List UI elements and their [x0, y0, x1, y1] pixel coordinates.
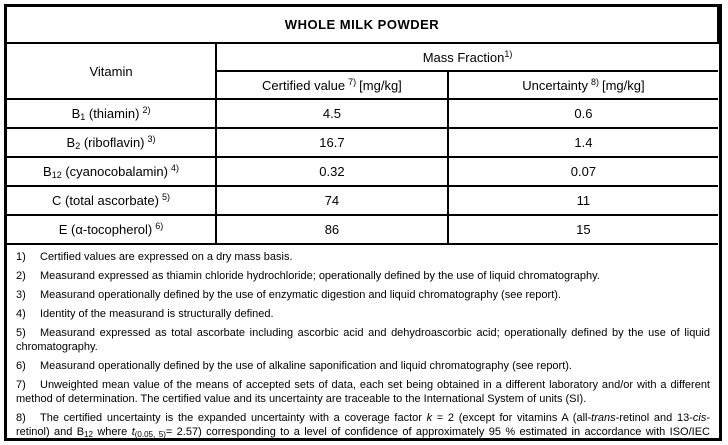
footnote-text: Certified values are expressed on a dry …: [40, 251, 293, 263]
footnote-number: 4): [16, 308, 26, 320]
certified-value-e: 86: [216, 215, 449, 245]
vitamin-common-name: (thiamin): [85, 106, 140, 121]
footnote-8: 8) The certified uncertainty is the expan…: [16, 411, 710, 439]
footnote-text-segment: = 2.57) corresponding to a level of conf…: [165, 426, 710, 438]
uncertainty-value-e: 15: [447, 215, 718, 245]
footnote-text-segment: -retinol and 13-: [615, 412, 693, 424]
footnote-number: 6): [16, 360, 26, 372]
vitamin-common-name: (cyanocobalamin): [61, 164, 168, 179]
vitamin-header-label: Vitamin: [89, 63, 133, 79]
certified-value-c: 74: [216, 186, 449, 216]
footnote-text: Measurand expressed as thiamin chloride …: [40, 270, 600, 282]
vitamin-footnote-mark: 4): [170, 163, 179, 173]
footnote-7: 7) Unweighted mean value of the means of …: [16, 378, 710, 406]
vitamin-common-name: (total ascorbate): [61, 193, 159, 208]
vitamin-name-b2: B2 (riboflavin) 3): [7, 128, 218, 158]
header-row-2: Certified value 7) [mg/kg] Uncertainty 8) [m…: [7, 71, 718, 100]
vitamin-symbol: B: [71, 106, 81, 121]
vitamin-footnote-mark: 3): [147, 134, 156, 144]
b12-subscript: 12: [84, 430, 93, 439]
table-row-c: C (total ascorbate) 5) 74 11: [7, 186, 718, 216]
uncertainty-value-b2: 1.4: [447, 128, 718, 158]
header-row-1: Vitamin Mass Fraction1): [7, 43, 718, 100]
vitamin-name-b12: B12 (cyanocobalamin) 4): [7, 157, 218, 187]
certificate-frame: WHOLE MILK POWDER Vitamin Mass Fraction1…: [4, 4, 722, 441]
table-row-b12: B12 (cyanocobalamin) 4) 0.32 0.07: [7, 157, 718, 187]
vitamin-symbol: B: [43, 164, 52, 179]
table-row-e: E (α-tocopherol) 6) 86 15: [7, 215, 718, 245]
footnote-text-segment: = 2 (except for vitamins A (all-: [432, 412, 592, 424]
table-row-b2: B2 (riboflavin) 3) 16.7 1.4: [7, 128, 718, 158]
footnote-3: 3) Measurand operationally defined by the…: [16, 288, 710, 302]
certified-value-label: Certified value: [262, 78, 346, 93]
certified-value-b2: 16.7: [216, 128, 449, 158]
t-statistic-symbol: t: [131, 426, 135, 438]
uncertainty-unit: [mg/kg]: [601, 78, 645, 93]
footnote-text-segment: -retinol) and B: [16, 412, 710, 438]
footnote-text: Identity of the measurand is structurall…: [40, 308, 274, 320]
footnote-4: 4) Identity of the measurand is structura…: [16, 307, 710, 321]
column-header-uncertainty: Uncertainty 8) [mg/kg]: [447, 71, 718, 100]
trans-italic: trans: [591, 412, 616, 424]
coverage-factor-k: k: [426, 412, 433, 424]
footnote-text: Measurand expressed as total ascorbate i…: [16, 327, 710, 353]
vitamin-symbol: B: [66, 135, 76, 150]
uncertainty-footnote-mark: 8): [590, 77, 599, 87]
vitamin-table: WHOLE MILK POWDER Vitamin Mass Fraction1…: [7, 7, 719, 245]
vitamin-subscript: 2: [75, 141, 81, 151]
footnote-2: 2) Measurand expressed as thiamin chlorid…: [16, 269, 710, 283]
vitamin-common-name: (α-tocopherol): [67, 222, 153, 237]
footnote-text-segment: The certified uncertainty is the expande…: [40, 412, 427, 424]
footnote-number: 1): [16, 251, 26, 263]
column-header-mass-fraction: Mass Fraction1): [216, 43, 718, 72]
uncertainty-label: Uncertainty: [522, 78, 588, 93]
vitamin-subscript: 12: [51, 170, 62, 180]
certified-value-unit: [mg/kg]: [359, 78, 402, 93]
t-statistic-subscript: (0.05, 5): [134, 430, 166, 439]
column-header-vitamin: Vitamin: [7, 43, 218, 100]
title-row: WHOLE MILK POWDER: [7, 7, 719, 44]
vitamin-name-b1: B1 (thiamin) 2): [7, 99, 218, 129]
uncertainty-value-b12: 0.07: [447, 157, 718, 187]
table-row-b1: B1 (thiamin) 2) 4.5 0.6: [7, 99, 718, 129]
footnote-5: 5) Measurand expressed as total ascorbate…: [16, 326, 710, 354]
vitamin-common-name: (riboflavin): [80, 135, 145, 150]
vitamin-footnote-mark: 5): [161, 192, 170, 202]
vitamin-name-e: E (α-tocopherol) 6): [7, 215, 218, 245]
column-header-certified-value: Certified value 7) [mg/kg]: [216, 71, 449, 100]
footnotes-section: 1) Certified values are expressed on a dr…: [7, 245, 719, 439]
vitamin-name-c: C (total ascorbate) 5): [7, 186, 218, 216]
footnote-6: 6) Measurand operationally defined by the…: [16, 359, 710, 373]
footnote-number: 3): [16, 289, 26, 301]
footnote-text: Unweighted mean value of the means of ac…: [16, 379, 710, 405]
footnote-number: 7): [16, 379, 26, 391]
certified-value-footnote-mark: 7): [348, 77, 357, 87]
vitamin-footnote-mark: 6): [155, 221, 164, 231]
page-title: WHOLE MILK POWDER: [7, 7, 719, 44]
footnote-text: Measurand operationally defined by the u…: [40, 289, 561, 301]
cis-italic: cis: [692, 412, 707, 424]
vitamin-symbol: C: [52, 193, 62, 208]
vitamin-footnote-mark: 2): [142, 105, 151, 115]
mass-fraction-footnote-mark: 1): [504, 49, 513, 59]
footnote-1: 1) Certified values are expressed on a dr…: [16, 250, 710, 264]
mass-fraction-label: Mass Fraction: [422, 50, 505, 65]
uncertainty-value-c: 11: [447, 186, 718, 216]
vitamin-symbol: E: [58, 222, 68, 237]
certified-value-b1: 4.5: [216, 99, 449, 129]
footnote-number: 8): [16, 412, 26, 424]
certified-value-b12: 0.32: [216, 157, 449, 187]
footnote-text: Measurand operationally defined by the u…: [40, 360, 572, 372]
footnote-number: 2): [16, 270, 26, 282]
footnote-number: 5): [16, 327, 26, 339]
uncertainty-value-b1: 0.6: [447, 99, 718, 129]
footnote-text-segment: where: [92, 426, 132, 438]
vitamin-subscript: 1: [80, 112, 86, 122]
